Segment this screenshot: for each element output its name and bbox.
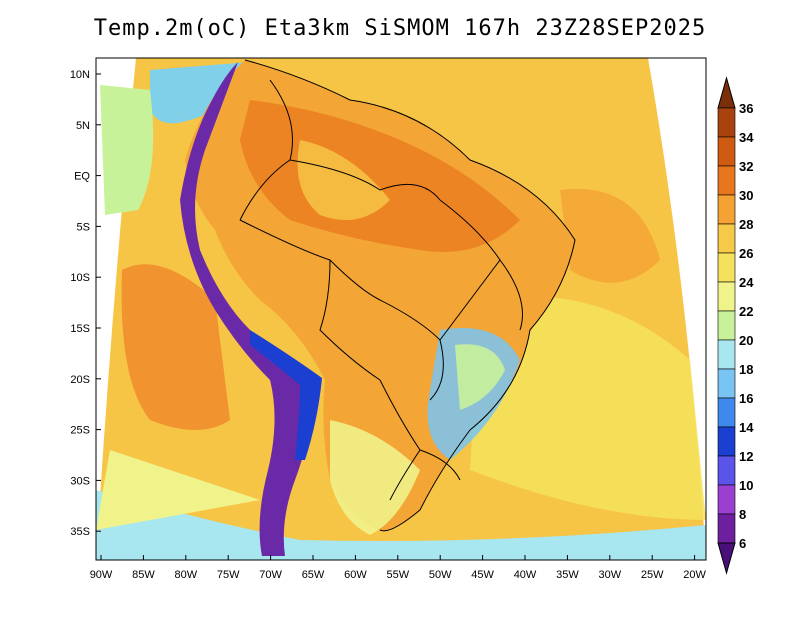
colorbar-swatch [717, 252, 736, 283]
lat-tick-label: 5S [77, 221, 90, 233]
lon-tick-label: 35W [556, 569, 579, 581]
colorbar-label: 30 [739, 188, 753, 203]
lon-tick-label: 85W [132, 569, 155, 581]
colorbar-swatch [717, 223, 736, 254]
colorbar-swatch [717, 397, 736, 428]
lon-tick-label: 40W [514, 569, 537, 581]
lon-tick-label: 55W [386, 569, 409, 581]
lat-tick-label: 15S [70, 323, 90, 335]
lon-tick-label: 20W [683, 569, 706, 581]
colorbar-swatch [717, 165, 736, 196]
colorbar-top-arrow [717, 76, 736, 109]
lon-tick-label: 75W [217, 569, 240, 581]
colorbar-swatch [717, 426, 736, 457]
colorbar-swatch [717, 339, 736, 370]
colorbar-swatch [717, 194, 736, 225]
lon-tick-label: 65W [302, 569, 325, 581]
colorbar-label: 20 [739, 333, 753, 348]
caribbean-cool-zone [150, 62, 250, 124]
colorbar-swatch [717, 513, 736, 544]
colorbar-label: 6 [739, 536, 746, 551]
atlantic-pale-zone [470, 296, 706, 520]
map-title: Temp.2m(oC) Eta3km SiSMOM 167h 23Z28SEP2… [93, 16, 707, 41]
latitude-axis: 10N 5N EQ 5S 10S 15S 20S 25S 30S 35S [70, 69, 101, 538]
lon-tick-label: 50W [429, 569, 452, 581]
lat-tick-label: 20S [70, 374, 90, 386]
colorbar-label: 26 [739, 246, 753, 261]
country-borders [239, 59, 576, 532]
southeast-highlands-pale [455, 344, 505, 410]
colorbar-label: 36 [739, 101, 753, 116]
colorbar-label: 28 [739, 217, 753, 232]
lat-tick-label: 30S [70, 475, 90, 487]
lon-tick-label: 25W [641, 569, 664, 581]
pacific-north-cool-zone [100, 85, 154, 215]
amazon-hot-region [240, 100, 520, 252]
colorbar-label: 8 [739, 507, 746, 522]
colorbar-label: 16 [739, 391, 753, 406]
lat-tick-label: 35S [70, 526, 90, 538]
map-panel [95, 57, 707, 561]
colorbar-label: 14 [739, 420, 754, 435]
colorbar-bottom-arrow [717, 542, 736, 575]
colorbar-swatch [717, 368, 736, 399]
colorbar-swatch [717, 484, 736, 515]
colorbar-swatch [717, 281, 736, 312]
atlantic-warm-patch [560, 188, 660, 283]
lat-tick-label: EQ [74, 171, 90, 183]
colorbar-swatch [717, 136, 736, 167]
colorbar-swatch [717, 455, 736, 486]
colorbar-label: 18 [739, 362, 753, 377]
colorbar-label: 32 [739, 159, 753, 174]
colorbar: 36 34 32 30 28 26 24 22 20 18 16 14 12 10 8 6 [717, 76, 754, 575]
colorbar-swatch [717, 107, 736, 138]
lon-tick-label: 70W [259, 569, 282, 581]
lon-tick-label: 80W [174, 569, 197, 581]
map-frame [95, 57, 707, 561]
pacific-warm-zone [121, 264, 230, 430]
southern-cone-pale [330, 420, 420, 535]
andes-blue-fringe [250, 330, 322, 460]
colorbar-swatch [717, 310, 736, 341]
lat-tick-label: 10S [70, 272, 90, 284]
colorbar-label: 34 [739, 130, 754, 145]
lon-tick-label: 45W [471, 569, 494, 581]
lat-tick-label: 5N [76, 120, 90, 132]
colorbar-label: 22 [739, 304, 753, 319]
lon-tick-label: 30W [598, 569, 621, 581]
andes-cordillera [180, 62, 320, 556]
lon-tick-label: 60W [344, 569, 367, 581]
longitude-axis: 90W 85W 80W 75W 70W 65W 60W 55W 50W 45W 40W 35W 30W 2… [90, 555, 707, 581]
central-pale-region [297, 140, 390, 220]
lat-tick-label: 10N [70, 69, 90, 81]
colorbar-label: 24 [739, 275, 754, 290]
colorbar-label: 10 [739, 478, 753, 493]
lat-tick-label: 25S [70, 425, 90, 437]
south-cool-band [96, 490, 706, 560]
south-pale-band [96, 450, 260, 530]
lon-tick-label: 90W [90, 569, 113, 581]
colorbar-label: 12 [739, 449, 753, 464]
